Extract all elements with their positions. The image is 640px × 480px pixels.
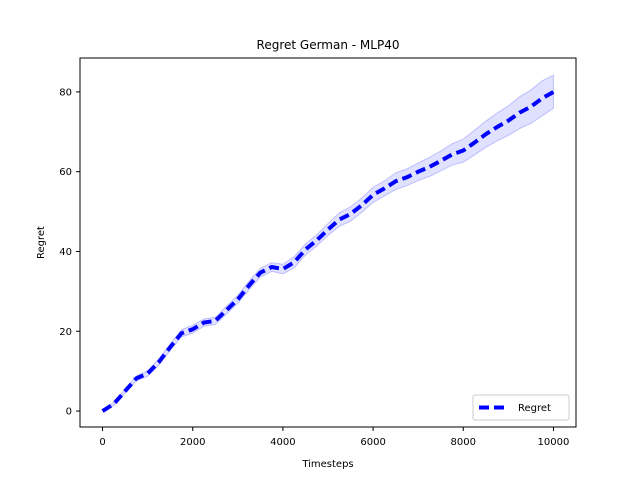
data-point	[394, 180, 397, 183]
data-point	[428, 165, 431, 168]
data-point	[281, 268, 284, 271]
x-axis-label: Timesteps	[301, 459, 353, 470]
data-point	[417, 170, 420, 173]
data-point	[327, 228, 330, 231]
data-point	[180, 332, 183, 335]
data-point	[451, 153, 454, 156]
data-point	[360, 204, 363, 207]
data-point	[462, 149, 465, 152]
y-axis: 0 20 40 60 80	[59, 87, 80, 418]
data-point	[439, 159, 442, 162]
y-tick-label: 60	[59, 167, 72, 178]
data-point	[203, 321, 206, 324]
plot-area	[101, 74, 555, 413]
data-point	[124, 390, 127, 393]
series-0-band	[102, 74, 554, 412]
data-point	[169, 346, 172, 349]
data-point	[101, 410, 104, 413]
data-point	[248, 284, 251, 287]
data-point	[112, 402, 115, 405]
data-point	[293, 261, 296, 264]
x-tick-label: 10000	[538, 437, 570, 448]
data-point	[518, 111, 521, 114]
data-point	[338, 218, 341, 221]
data-point	[507, 119, 510, 122]
data-point	[372, 193, 375, 196]
data-point	[473, 141, 476, 144]
data-point	[383, 187, 386, 190]
x-tick-label: 4000	[270, 437, 295, 448]
data-point	[270, 266, 273, 269]
data-point	[146, 372, 149, 375]
y-tick-label: 80	[59, 87, 72, 98]
legend: Regret	[472, 394, 570, 421]
data-point	[552, 90, 555, 93]
y-tick-label: 20	[59, 327, 72, 338]
plot-frame	[79, 57, 577, 428]
data-point	[259, 271, 262, 274]
x-tick-label: 6000	[360, 437, 385, 448]
x-tick-label: 8000	[451, 437, 476, 448]
data-point	[225, 309, 228, 312]
x-tick-label: 2000	[180, 437, 205, 448]
data-point	[315, 239, 318, 242]
legend-box	[472, 394, 570, 421]
data-point	[214, 319, 217, 322]
data-point	[405, 176, 408, 179]
x-axis: 0 2000 4000 6000 8000 10000	[99, 427, 569, 448]
data-point	[496, 126, 499, 129]
y-tick-label: 0	[66, 407, 72, 418]
data-point	[529, 105, 532, 108]
data-point	[304, 248, 307, 251]
data-point	[541, 97, 544, 100]
data-point	[349, 212, 352, 215]
legend-label: Regret	[518, 403, 551, 414]
y-tick-label: 40	[59, 247, 72, 258]
chart-title: Regret German - MLP40	[257, 38, 400, 52]
data-point	[135, 377, 138, 380]
data-point	[157, 360, 160, 363]
data-point	[236, 298, 239, 301]
series-0-line	[101, 90, 555, 413]
data-point	[484, 133, 487, 136]
data-point	[191, 328, 194, 331]
y-axis-label: Regret	[36, 226, 47, 259]
x-tick-label: 0	[99, 437, 105, 448]
